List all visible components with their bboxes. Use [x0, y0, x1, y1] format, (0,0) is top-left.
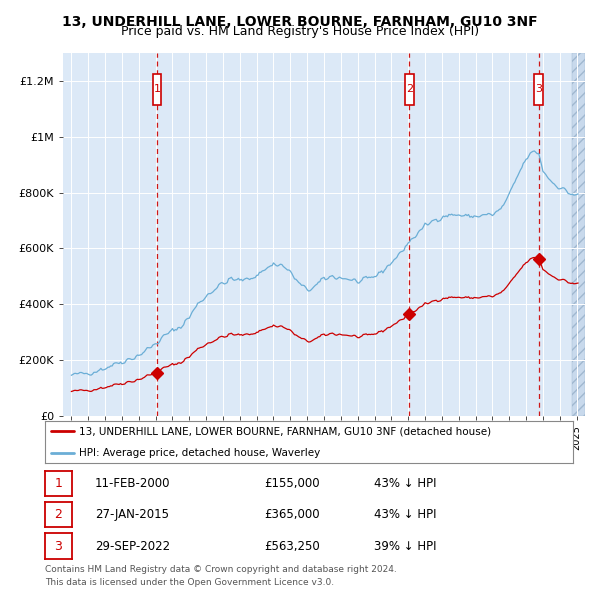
- Text: Contains HM Land Registry data © Crown copyright and database right 2024.: Contains HM Land Registry data © Crown c…: [45, 565, 397, 573]
- Text: HPI: Average price, detached house, Waverley: HPI: Average price, detached house, Wave…: [79, 448, 320, 457]
- FancyBboxPatch shape: [153, 74, 161, 105]
- Text: 43% ↓ HPI: 43% ↓ HPI: [374, 477, 436, 490]
- Text: 3: 3: [55, 539, 62, 553]
- Text: 2: 2: [406, 84, 413, 94]
- Text: £365,000: £365,000: [264, 508, 320, 522]
- Text: 39% ↓ HPI: 39% ↓ HPI: [374, 539, 436, 553]
- Text: 2: 2: [55, 508, 62, 522]
- Text: 13, UNDERHILL LANE, LOWER BOURNE, FARNHAM, GU10 3NF: 13, UNDERHILL LANE, LOWER BOURNE, FARNHA…: [62, 15, 538, 29]
- Text: 29-SEP-2022: 29-SEP-2022: [95, 539, 170, 553]
- Text: 1: 1: [55, 477, 62, 490]
- Text: This data is licensed under the Open Government Licence v3.0.: This data is licensed under the Open Gov…: [45, 578, 334, 586]
- FancyBboxPatch shape: [405, 74, 413, 105]
- Text: £563,250: £563,250: [264, 539, 320, 553]
- Text: 27-JAN-2015: 27-JAN-2015: [95, 508, 169, 522]
- Text: 11-FEB-2000: 11-FEB-2000: [95, 477, 170, 490]
- Text: £155,000: £155,000: [264, 477, 320, 490]
- Text: Price paid vs. HM Land Registry's House Price Index (HPI): Price paid vs. HM Land Registry's House …: [121, 25, 479, 38]
- Text: 1: 1: [154, 84, 160, 94]
- Text: 43% ↓ HPI: 43% ↓ HPI: [374, 508, 436, 522]
- FancyBboxPatch shape: [535, 74, 543, 105]
- Text: 3: 3: [535, 84, 542, 94]
- Text: 13, UNDERHILL LANE, LOWER BOURNE, FARNHAM, GU10 3NF (detached house): 13, UNDERHILL LANE, LOWER BOURNE, FARNHA…: [79, 427, 491, 436]
